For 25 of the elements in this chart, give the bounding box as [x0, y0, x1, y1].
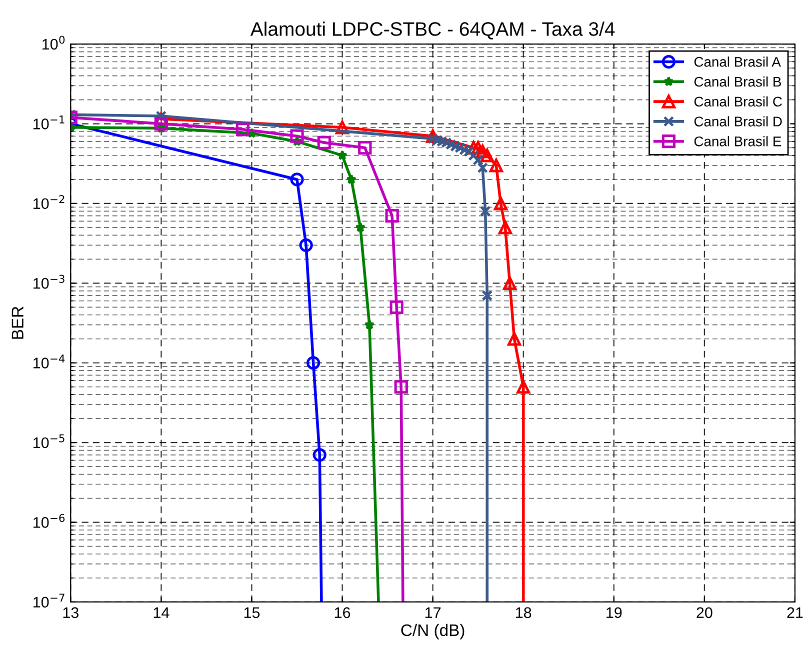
y-axis-title: BER: [12, 306, 24, 339]
x-tick-label: 21: [787, 607, 803, 618]
legend-label: Canal Brasil E: [694, 136, 782, 146]
y-tick-label: 10$^{−7}$: [34, 594, 64, 608]
y-tick-label: 10$^{−2}$: [34, 195, 64, 210]
x-tick-label: 20: [696, 607, 712, 618]
y-tick-label: 10$^{0}$: [42, 36, 65, 50]
legend-label: Canal Brasil D: [694, 116, 782, 126]
x-tick-label: 19: [606, 607, 622, 618]
legend-label: Canal Brasil C: [694, 96, 782, 107]
legend-label: Canal Brasil A: [694, 56, 781, 67]
y-tick-label: 10$^{−4}$: [34, 354, 65, 368]
x-axis-title: C/N (dB): [401, 624, 464, 640]
x-tick-label: 18: [516, 607, 532, 618]
x-tick-label: 16: [334, 607, 350, 618]
y-tick-label: 10$^{−1}$: [34, 116, 64, 130]
x-tick-label: 14: [154, 607, 170, 618]
y-tick-label: 10$^{−5}$: [34, 434, 64, 448]
chart-title: Alamouti LDPC-STBC - 64QAM - Taxa 3/4: [250, 22, 615, 40]
x-tick-label: 13: [63, 607, 78, 618]
legend-label: Canal Brasil B: [694, 76, 781, 87]
x-tick-label: 15: [244, 607, 260, 618]
x-tick-label: 17: [425, 607, 441, 618]
y-tick-label: 10$^{−3}$: [34, 274, 64, 289]
y-tick-label: 10$^{−6}$: [34, 514, 65, 528]
